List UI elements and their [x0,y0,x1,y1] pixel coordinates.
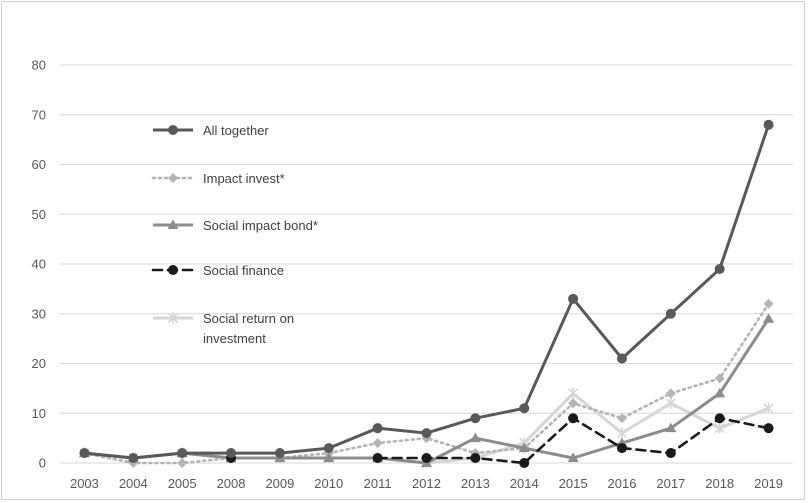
data-point-social-impact-bond [714,387,726,398]
x-tick-label: 2005 [168,476,197,491]
x-tick-label: 2017 [656,476,685,491]
legend-label: Social finance [203,263,284,278]
y-tick-label: 50 [32,207,46,222]
legend-swatch-marker [168,173,178,183]
data-point-social-return-on-investment [568,387,579,399]
data-point-all-together [323,443,334,454]
y-axis-ticks: 0 10 20 30 40 50 60 70 80 [32,58,46,471]
data-point-all-together [616,353,627,364]
data-point-all-together [372,423,383,434]
data-point-social-finance [372,453,383,464]
y-tick-label: 10 [32,406,46,421]
data-point-all-together [519,403,530,414]
legend-item-social-finance: Social finance [151,263,284,278]
legend-label: Social impact bond* [203,218,318,233]
data-point-all-together [763,119,774,130]
x-axis-ticks: 2003 2004 2005 2008 2009 2010 2011 2012 2013 2014… [70,476,783,491]
legend-label: Social return on [203,311,294,326]
data-point-impact-invest [616,413,627,424]
legend-swatch-marker [168,265,178,275]
data-point-social-impact-bond [323,452,335,463]
x-tick-label: 2016 [608,476,637,491]
data-point-social-impact-bond [763,313,775,323]
y-tick-label: 0 [39,456,46,471]
y-tick-label: 60 [32,157,46,172]
y-tick-label: 40 [32,257,46,272]
legend-item-social-return-on-investment: Social return on investment [153,311,294,346]
data-point-social-finance [470,453,481,464]
data-point-all-together [128,453,139,464]
data-point-social-return-on-investment [665,397,676,409]
legend-swatch-marker [167,312,179,324]
series-all-together [79,119,774,464]
legend: All together Impact invest* Social impact … [151,123,318,346]
data-point-social-impact-bond [518,442,530,453]
x-tick-label: 2015 [559,476,588,491]
x-tick-label: 2004 [119,476,148,491]
data-point-impact-invest [372,438,383,449]
data-point-impact-invest [568,398,579,409]
data-point-social-impact-bond [469,432,481,443]
legend-item-social-impact-bond: Social impact bond* [153,218,318,233]
x-tick-label: 2012 [412,476,441,491]
data-point-all-together [568,293,579,304]
x-tick-label: 2013 [461,476,490,491]
data-point-impact-invest [177,458,188,468]
data-point-impact-invest [763,298,774,309]
data-point-all-together [79,448,90,459]
data-point-impact-invest [714,373,725,384]
legend-swatch-marker [168,125,178,135]
data-point-impact-invest [665,388,676,399]
data-point-social-return-on-investment [763,402,774,414]
data-point-all-together [665,308,676,319]
data-point-social-return-on-investment [616,427,628,439]
data-point-all-together [421,428,432,439]
x-tick-label: 2014 [510,476,539,491]
data-point-social-finance [763,423,774,434]
data-point-social-impact-bond [567,452,579,463]
data-point-social-finance [519,458,530,468]
x-tick-label: 2011 [364,476,392,491]
data-point-all-together [470,413,481,424]
data-point-all-together [274,448,285,459]
legend-item-all-together: All together [153,123,269,138]
x-tick-label: 2018 [705,476,734,491]
data-point-all-together [714,263,725,274]
y-tick-label: 80 [32,58,46,73]
x-tick-label: 2010 [314,476,343,491]
legend-swatch-marker [167,219,179,229]
series-social-finance [226,413,774,468]
legend-label: Impact invest* [203,171,285,186]
legend-item-impact-invest: Impact invest* [151,171,285,186]
legend-label: investment [203,331,266,346]
series-impact-invest [79,298,774,468]
x-tick-label: 2003 [70,476,99,491]
data-point-social-finance [665,448,676,459]
x-tick-label: 2008 [217,476,246,491]
data-point-social-finance [616,443,627,454]
x-tick-label: 2019 [754,476,783,491]
y-tick-label: 20 [32,356,46,371]
data-point-all-together [177,448,188,459]
series-group [78,119,775,469]
data-point-social-finance [714,413,725,424]
data-point-social-finance [568,413,579,424]
data-point-all-together [226,448,237,459]
x-tick-label: 2009 [265,476,294,491]
gridlines [60,64,793,464]
data-point-social-impact-bond [665,422,677,433]
legend-label: All together [203,123,269,138]
y-tick-label: 70 [32,107,46,122]
data-point-social-return-on-investment [714,422,725,434]
data-point-social-finance [421,453,432,464]
y-tick-label: 30 [32,306,46,321]
